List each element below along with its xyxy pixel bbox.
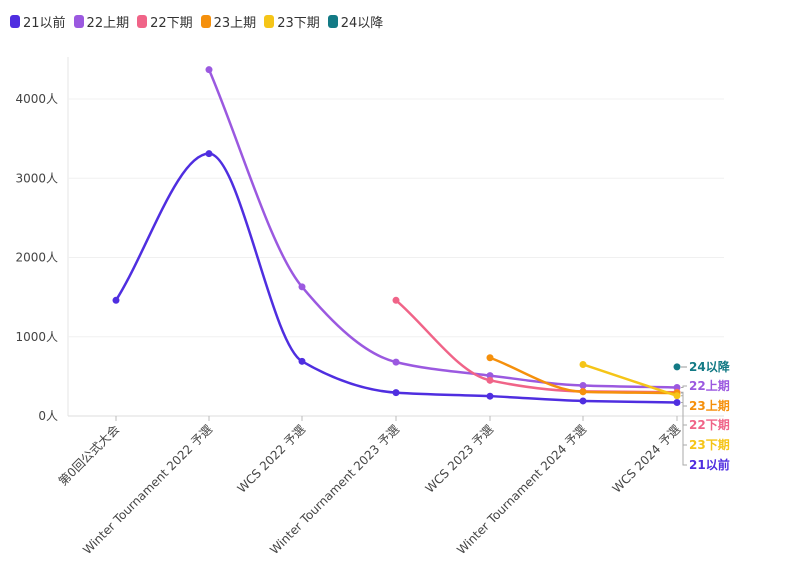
y-tick-label: 1000人 xyxy=(15,330,58,344)
legend-item[interactable]: 24以降 xyxy=(327,12,384,31)
x-tick-label: WCS 2024 予選 xyxy=(610,422,684,496)
legend-label: 24以降 xyxy=(340,16,384,31)
series-end-label: 22下期 xyxy=(689,417,730,432)
data-point xyxy=(392,358,400,366)
legend-swatch xyxy=(264,15,275,28)
series-end-label: 21以前 xyxy=(689,457,730,472)
legend-label: 23上期 xyxy=(213,16,257,31)
legend-label: 23下期 xyxy=(277,16,320,31)
data-point xyxy=(298,357,306,365)
data-point xyxy=(112,296,120,304)
data-point xyxy=(579,388,587,396)
series-end-label: 23上期 xyxy=(689,398,730,413)
data-point xyxy=(579,360,587,368)
legend-swatch xyxy=(73,15,84,28)
x-tick-label: WCS 2022 予選 xyxy=(235,422,309,496)
legend-label: 22下期 xyxy=(150,16,193,31)
data-point xyxy=(673,392,681,400)
data-point xyxy=(392,389,400,397)
legend-item[interactable]: 22下期 xyxy=(137,12,193,31)
y-tick-label: 4000人 xyxy=(15,92,58,106)
series-end-label: 24以降 xyxy=(689,359,731,374)
x-tick-label: 第0回公式大会 xyxy=(56,422,122,488)
legend-swatch xyxy=(327,15,338,28)
series-line xyxy=(114,152,679,404)
data-point xyxy=(392,296,400,304)
data-point xyxy=(486,392,494,400)
label-connector xyxy=(681,395,687,446)
data-point xyxy=(673,399,681,407)
data-point xyxy=(579,381,587,389)
data-point xyxy=(486,354,494,362)
legend-swatch xyxy=(200,15,211,28)
data-point xyxy=(205,150,213,158)
series-end-label: 23下期 xyxy=(689,437,730,452)
chart-legend: 21以前 22上期 22下期 23上期 23下期 24以降 xyxy=(10,12,383,31)
label-connector xyxy=(681,392,687,407)
legend-item[interactable]: 21以前 xyxy=(10,12,66,31)
legend-swatch xyxy=(10,15,20,28)
data-point xyxy=(205,66,213,74)
label-connector xyxy=(681,391,687,426)
label-connector xyxy=(681,385,687,388)
data-point xyxy=(673,363,681,371)
data-point xyxy=(486,376,494,384)
data-point xyxy=(298,283,306,291)
y-tick-label: 0人 xyxy=(38,409,58,423)
series-end-label: 22上期 xyxy=(689,378,730,393)
y-tick-label: 3000人 xyxy=(15,171,58,185)
legend-item[interactable]: 22上期 xyxy=(73,12,130,31)
data-point xyxy=(579,397,587,405)
y-tick-label: 2000人 xyxy=(15,251,58,265)
legend-item[interactable]: 23上期 xyxy=(200,12,257,31)
legend-swatch xyxy=(137,15,148,28)
x-tick-label: WCS 2023 予選 xyxy=(423,422,497,496)
legend-label: 22上期 xyxy=(86,16,130,31)
series-line xyxy=(207,68,679,389)
legend-label: 21以前 xyxy=(23,16,66,31)
legend-item[interactable]: 23下期 xyxy=(264,12,320,31)
series-line xyxy=(581,363,679,398)
label-connector xyxy=(681,402,687,466)
